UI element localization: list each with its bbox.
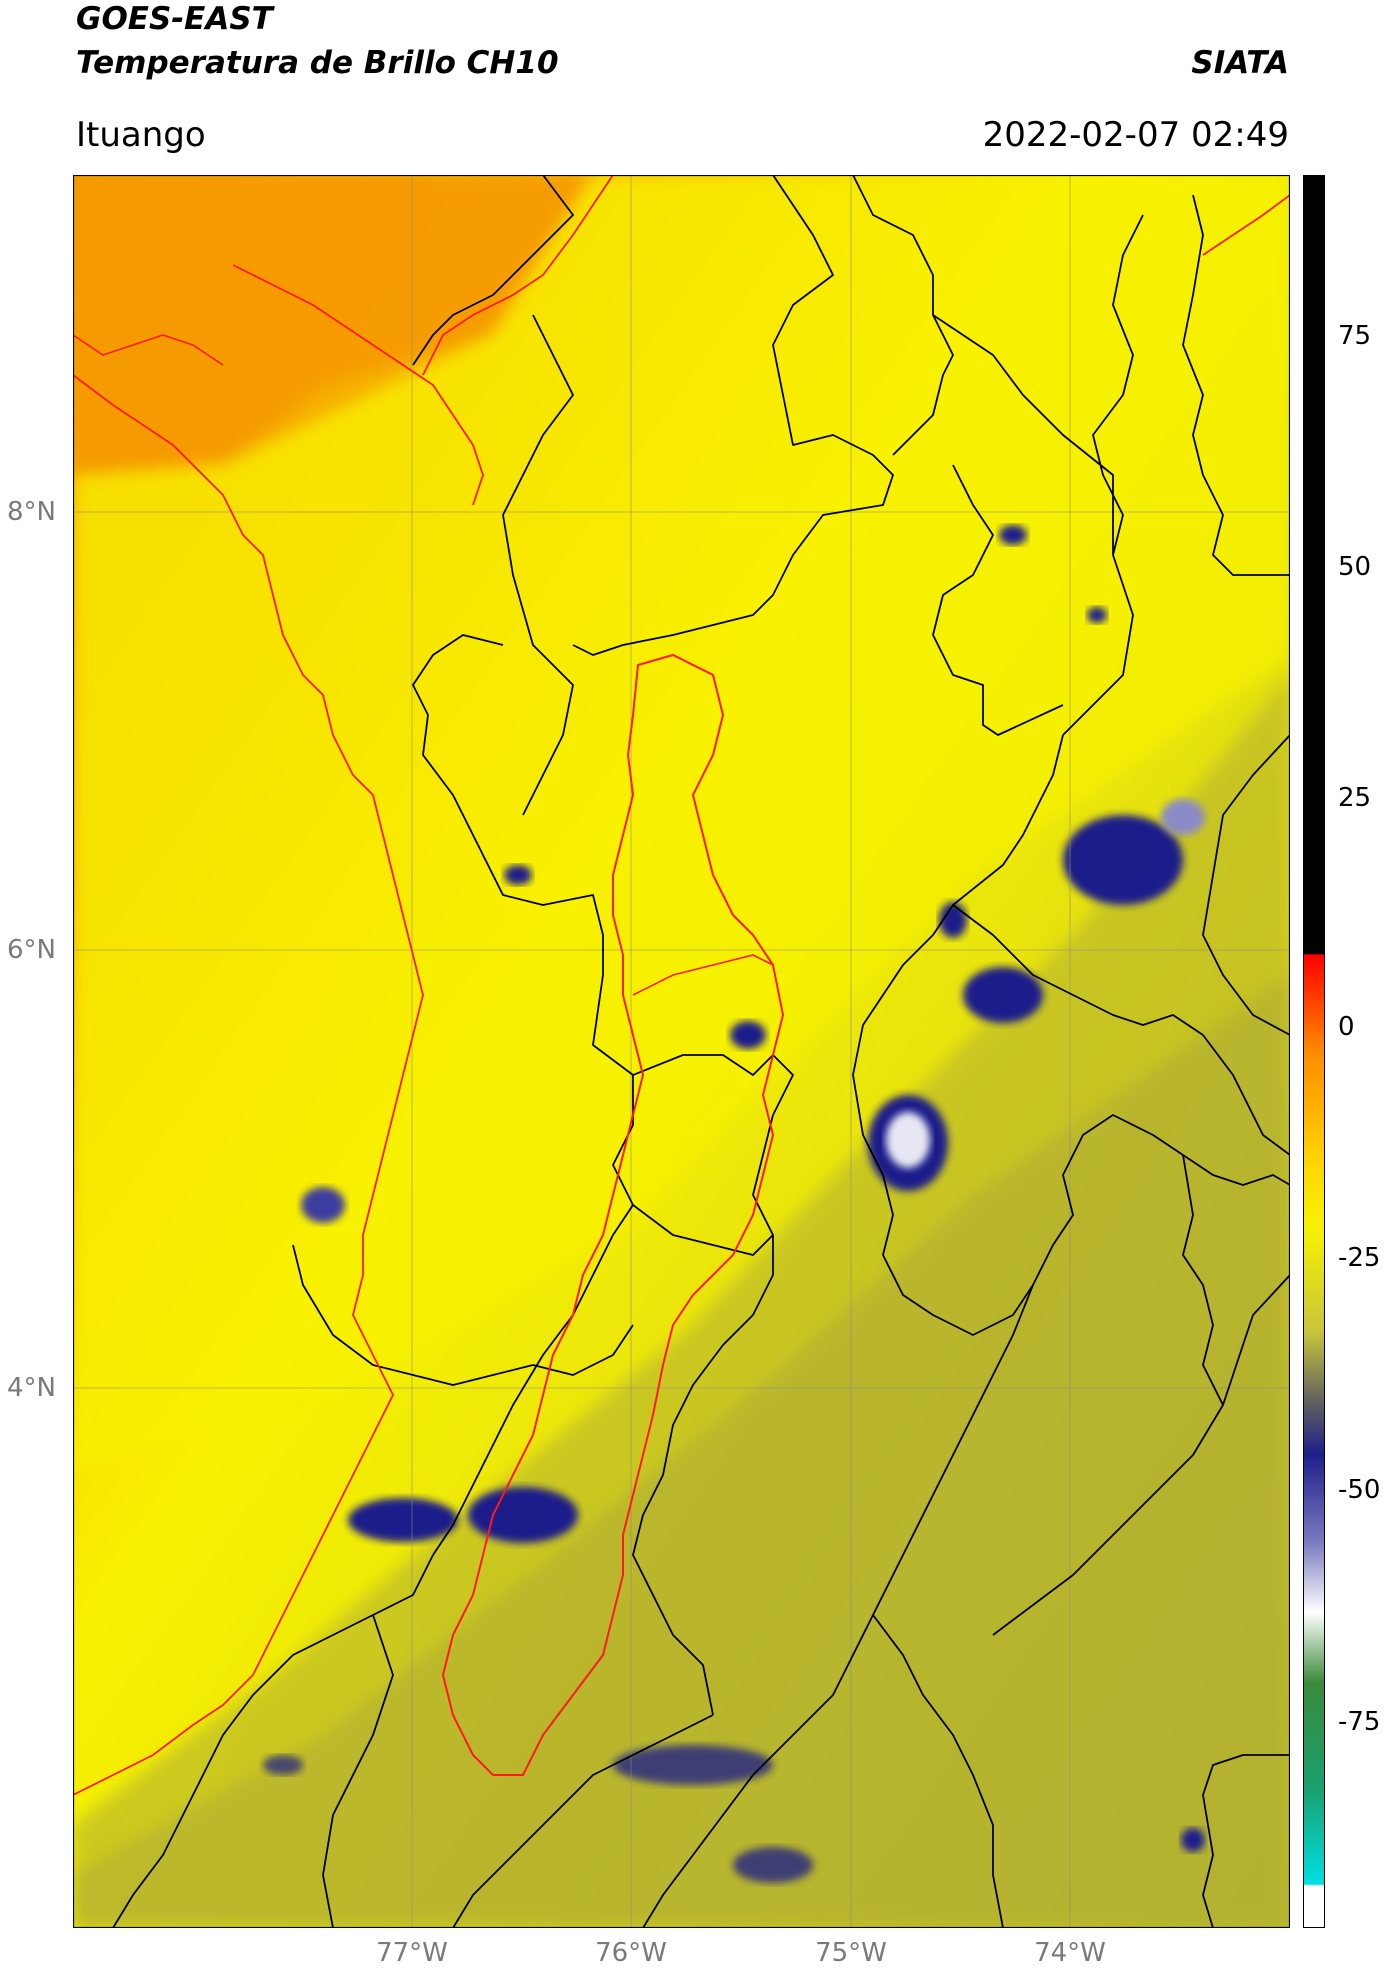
map-frame — [73, 175, 1290, 1928]
lon-label-77w: 77°W — [376, 1938, 448, 1968]
colorbar-tick-minus25: -25 — [1338, 1243, 1381, 1273]
colorbar-tick-0: 0 — [1338, 1012, 1355, 1042]
colorbar-tick-minus50: -50 — [1338, 1475, 1381, 1505]
brightness-temperature-map — [73, 175, 1290, 1928]
brand-label: SIATA — [1191, 45, 1289, 81]
lon-label-74w: 74°W — [1034, 1938, 1106, 1968]
coastline — [73, 374, 424, 1796]
timestamp: 2022-02-07 02:49 — [982, 115, 1289, 155]
lon-label-75w: 75°W — [815, 1938, 887, 1968]
colorbar — [1303, 175, 1325, 1928]
lon-label-76w: 76°W — [595, 1938, 667, 1968]
lat-label-6n: 6°N — [7, 935, 56, 965]
region-label: Ituango — [76, 115, 206, 155]
convective-cell-3 — [468, 1487, 578, 1543]
lat-label-8n: 8°N — [7, 497, 56, 527]
colorbar-tick-75: 75 — [1338, 321, 1372, 351]
yellow-band — [73, 175, 1290, 1475]
title-satellite: GOES-EAST — [76, 1, 273, 37]
colorbar-tick-25: 25 — [1338, 783, 1372, 813]
colorbar-gradient — [1303, 175, 1325, 1928]
warm-ocean-area — [73, 175, 593, 475]
department-boundaries — [112, 175, 1290, 1928]
title-product: Temperatura de Brillo CH10 — [76, 45, 559, 81]
colorbar-tick-50: 50 — [1338, 552, 1372, 582]
colorbar-tick-minus75: -75 — [1338, 1707, 1381, 1737]
lat-label-4n: 4°N — [7, 1373, 56, 1403]
graticule — [73, 175, 1290, 1928]
convective-cell-2 — [1063, 815, 1183, 905]
